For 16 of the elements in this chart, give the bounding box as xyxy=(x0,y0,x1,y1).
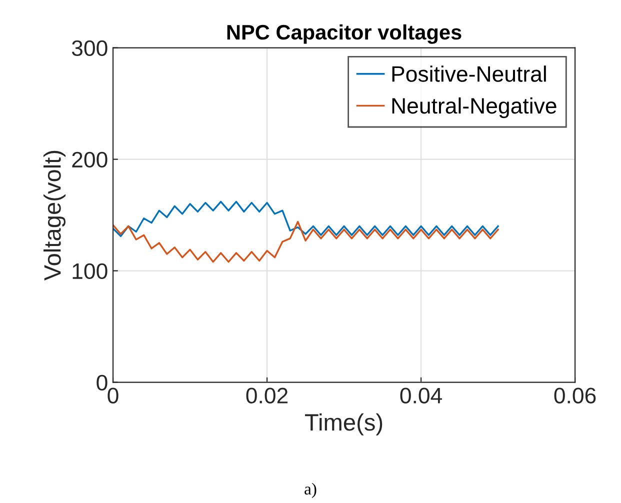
y-tick-label: 0 xyxy=(96,374,108,391)
line-series xyxy=(113,200,499,238)
y-axis-title: Voltage(volt) xyxy=(44,150,66,281)
chart-title: NPC Capacitor voltages xyxy=(227,24,462,44)
x-tick-label: 0.02 xyxy=(246,388,288,404)
x-tick-label: 0.04 xyxy=(400,388,442,404)
y-tick-label: 100 xyxy=(72,263,108,280)
x-tick-label: 0 xyxy=(108,388,118,404)
x-tick-label: 0.06 xyxy=(554,388,596,404)
y-tick-label: 300 xyxy=(72,40,108,56)
y-tick-label: 200 xyxy=(72,152,108,168)
line-series xyxy=(113,220,499,263)
legend-label: Neutral-Negative xyxy=(392,97,556,118)
legend-label: Positive-Neutral xyxy=(392,66,546,82)
text: a) xyxy=(304,482,316,498)
x-axis-title: Time(s) xyxy=(305,413,382,436)
